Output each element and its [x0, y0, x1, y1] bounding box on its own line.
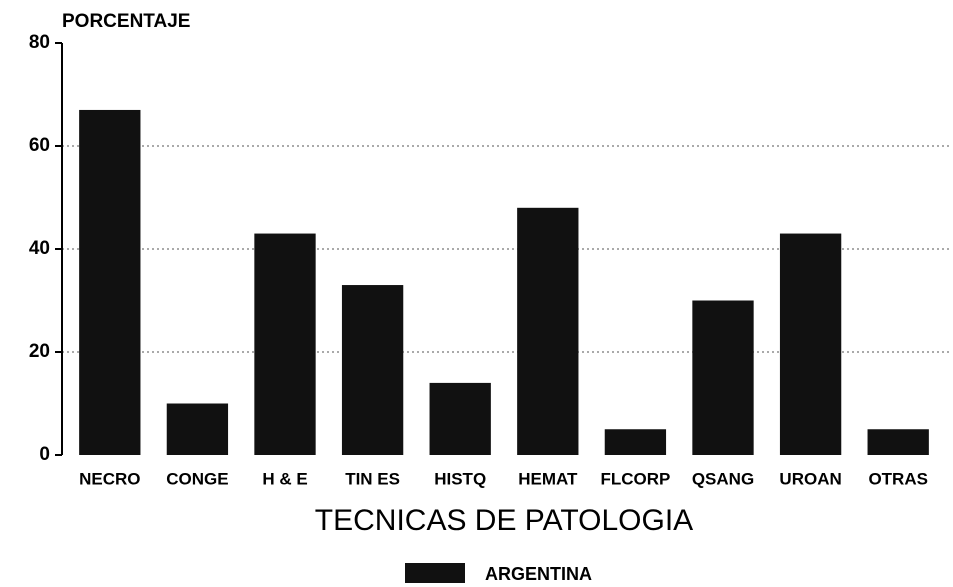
y-tick-label: 80 [29, 32, 50, 53]
bar [779, 233, 842, 455]
legend-swatch [405, 563, 465, 583]
x-tick-label: TIN ES [345, 469, 400, 488]
y-axis-label: PORCENTAJE [62, 11, 190, 32]
x-tick-label: FLCORP [600, 469, 670, 488]
bar [254, 233, 316, 455]
legend-label: ARGENTINA [485, 564, 592, 584]
x-tick-label: QSANG [692, 469, 754, 488]
y-tick-label: 60 [29, 135, 50, 156]
bar [79, 109, 141, 455]
x-tick-label: OTRAS [868, 469, 928, 488]
bar [867, 429, 929, 455]
x-tick-label: CONGE [166, 469, 228, 488]
x-tick-label: UROAN [779, 469, 841, 488]
bar [341, 285, 404, 455]
x-tick-label: HISTQ [434, 469, 486, 488]
bar [517, 207, 579, 455]
y-tick-label: 40 [29, 238, 50, 259]
x-tick-label: H & E [262, 469, 307, 488]
x-tick-label: NECRO [79, 469, 140, 488]
y-tick-label: 0 [39, 444, 50, 465]
bar [604, 429, 667, 455]
bar [166, 403, 229, 455]
bar [692, 300, 754, 455]
bar [429, 382, 491, 455]
x-tick-label: HEMAT [518, 469, 578, 488]
y-tick-label: 20 [29, 341, 50, 362]
x-axis-label: TECNICAS DE PATOLOGIA [315, 504, 693, 537]
